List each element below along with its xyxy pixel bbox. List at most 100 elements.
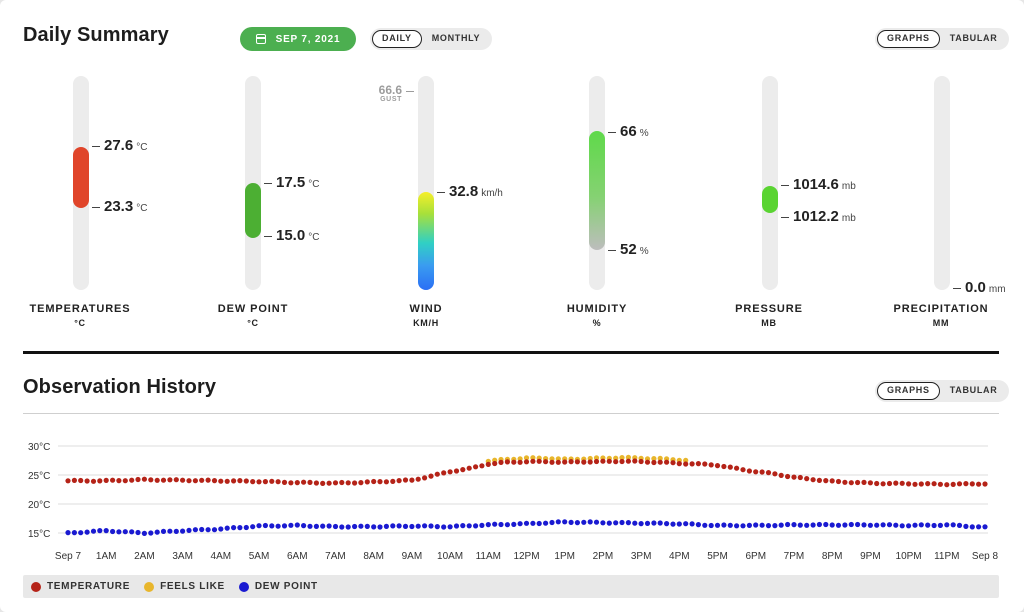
- data-point-temperature: [90, 478, 97, 484]
- data-point-dew-point: [867, 522, 874, 528]
- date-picker-button[interactable]: SEP 7, 2021: [240, 27, 356, 51]
- data-point-dew-point: [848, 521, 854, 528]
- data-point-dew-point: [899, 523, 905, 529]
- data-point-temperature: [963, 481, 969, 487]
- data-point-temperature: [205, 477, 211, 483]
- data-point-dew-point: [396, 523, 402, 529]
- data-point-temperature: [785, 473, 791, 480]
- legend-item-feels-like[interactable]: FEELS LIKE: [144, 581, 225, 592]
- data-point-temperature: [160, 477, 167, 483]
- history-view-tabular[interactable]: TABULAR: [949, 385, 998, 395]
- data-point-dew-point: [205, 527, 211, 533]
- data-point-temperature: [390, 478, 396, 484]
- data-point-dew-point: [383, 523, 389, 529]
- data-point-dew-point: [587, 519, 593, 525]
- x-tick-label: 3AM: [172, 551, 193, 562]
- data-point-dew-point: [676, 521, 682, 527]
- data-point-dew-point: [842, 522, 848, 528]
- data-point-dew-point: [504, 522, 510, 528]
- x-tick-label: 10PM: [896, 551, 922, 562]
- data-point-temperature: [638, 458, 644, 465]
- data-point-temperature: [275, 479, 281, 485]
- data-point-temperature: [912, 481, 918, 487]
- x-tick-label: 8PM: [822, 551, 843, 562]
- history-view-graphs[interactable]: GRAPHS: [877, 382, 940, 400]
- data-point-dew-point: [122, 529, 128, 535]
- x-tick-label: Sep 8: [972, 551, 999, 562]
- data-point-temperature: [791, 474, 797, 480]
- x-tick-label: 2PM: [593, 551, 614, 562]
- period-option-monthly[interactable]: MONTHLY: [431, 33, 481, 43]
- data-point-temperature: [345, 480, 351, 486]
- data-point-temperature: [377, 479, 383, 485]
- pressure-range-bar: [762, 186, 778, 213]
- period-option-daily[interactable]: DAILY: [372, 30, 422, 48]
- data-point-temperature: [218, 478, 224, 484]
- data-point-dew-point: [695, 522, 702, 528]
- data-point-dew-point: [963, 523, 969, 529]
- data-point-temperature: [740, 467, 746, 473]
- data-point-dew-point: [402, 523, 409, 529]
- legend-item-temperature[interactable]: TEMPERATURE: [31, 581, 130, 592]
- data-point-dew-point: [339, 524, 345, 530]
- data-point-dew-point: [829, 522, 835, 528]
- x-tick-label: 3PM: [631, 551, 652, 562]
- date-label: SEP 7, 2021: [275, 33, 341, 45]
- data-point-dew-point: [523, 520, 530, 526]
- data-point-dew-point: [90, 528, 97, 534]
- data-point-temperature: [371, 478, 377, 485]
- data-point-temperature: [549, 459, 555, 465]
- data-point-temperature: [409, 477, 415, 483]
- x-tick-label: 1AM: [96, 551, 117, 562]
- data-point-dew-point: [861, 522, 867, 528]
- data-point-temperature: [842, 479, 848, 485]
- data-point-dew-point: [574, 520, 581, 526]
- dew-point-gauge-track: [245, 76, 261, 290]
- data-point-temperature: [714, 463, 721, 469]
- data-point-dew-point: [294, 522, 300, 528]
- data-point-dew-point: [211, 527, 218, 533]
- data-point-dew-point: [969, 524, 975, 530]
- data-point-temperature: [695, 461, 702, 467]
- x-tick-label: 8AM: [363, 551, 384, 562]
- x-tick-label: 9AM: [402, 551, 423, 562]
- y-tick-label: 15°C: [28, 529, 50, 540]
- data-point-temperature: [396, 478, 402, 484]
- data-point-temperature: [103, 477, 109, 483]
- data-point-dew-point: [326, 523, 332, 529]
- wind-speed-tick: [437, 192, 445, 193]
- data-point-temperature: [141, 476, 147, 482]
- data-point-dew-point: [173, 528, 179, 534]
- legend-item-dew-point[interactable]: DEW POINT: [238, 581, 318, 592]
- data-point-temperature: [116, 478, 122, 484]
- data-point-temperature: [498, 459, 504, 465]
- humidity-high-tick: [608, 132, 616, 133]
- data-point-temperature: [753, 469, 759, 475]
- data-point-dew-point: [447, 524, 453, 530]
- data-point-dew-point: [886, 522, 893, 528]
- data-point-temperature: [944, 482, 950, 488]
- data-point-dew-point: [746, 522, 753, 528]
- y-tick-label: 25°C: [28, 471, 50, 482]
- x-tick-label: 10AM: [437, 551, 463, 562]
- data-point-dew-point: [734, 523, 740, 529]
- data-point-temperature: [262, 479, 268, 485]
- data-point-dew-point: [918, 522, 924, 528]
- data-point-temperature: [224, 478, 230, 484]
- dew-point-high-tick: [264, 183, 272, 184]
- temperature-legend-dot-icon: [31, 581, 41, 592]
- data-point-temperature: [84, 478, 90, 484]
- data-point-dew-point: [243, 524, 249, 531]
- data-point-dew-point: [657, 520, 663, 526]
- summary-view-graphs[interactable]: GRAPHS: [877, 30, 940, 48]
- data-point-temperature: [899, 480, 905, 486]
- summary-view-tabular[interactable]: TABULAR: [949, 33, 998, 43]
- data-point-dew-point: [683, 521, 689, 527]
- data-point-temperature: [492, 460, 498, 467]
- data-point-temperature: [797, 474, 803, 481]
- data-point-temperature: [422, 475, 428, 481]
- data-point-dew-point: [931, 522, 937, 529]
- data-point-temperature: [727, 464, 733, 470]
- data-point-temperature: [893, 480, 899, 486]
